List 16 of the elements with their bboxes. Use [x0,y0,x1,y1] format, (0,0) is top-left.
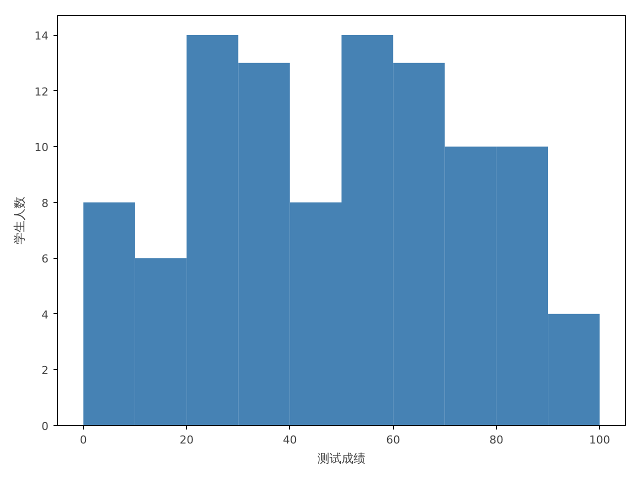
x-tick-label: 100 [589,434,610,446]
x-tick-label: 20 [180,434,194,446]
y-tick-label: 4 [42,308,48,322]
y-tick-label: 14 [34,30,49,43]
y-tick-label: 10 [34,141,49,154]
y-axis-title: 学生人数 [12,196,27,244]
y-tick-label: 0 [42,420,48,433]
y-tick-label: 6 [42,252,48,266]
x-tick-label: 40 [282,434,297,446]
y-tick-label: 12 [34,85,49,98]
y-tick-label: 8 [42,196,48,210]
x-tick-label: 60 [386,434,400,446]
y-tick-label: 2 [42,364,48,378]
x-tick-label: 0 [80,434,87,446]
x-tick-label: 80 [489,434,504,446]
x-axis-title: 测试成绩 [318,452,366,466]
